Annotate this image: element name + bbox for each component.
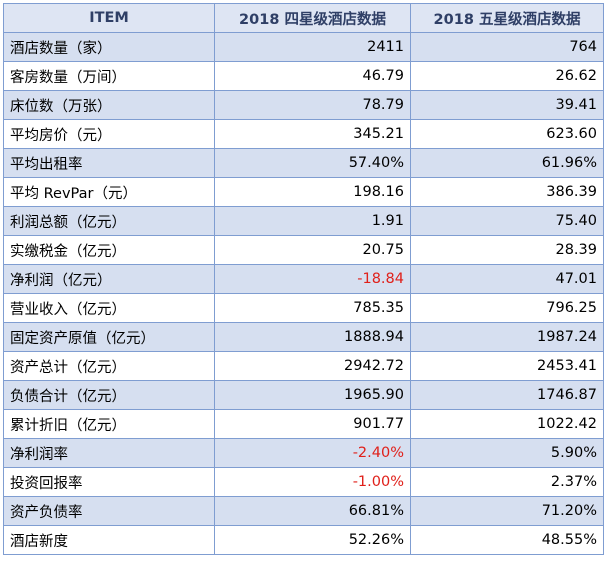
row-five-star-cell: 48.55% [410, 525, 604, 555]
table-row: 净利润（亿元） -18.84 47.01 [3, 264, 604, 294]
row-item-cell: 酒店数量（家） [3, 32, 215, 62]
header-five-star: 2018 五星级酒店数据 [410, 3, 604, 33]
row-four-star-cell: 20.75 [214, 235, 411, 265]
row-four-star-cell: 2942.72 [214, 351, 411, 381]
table-row: 客房数量（万间） 46.79 26.62 [3, 61, 604, 91]
table-row: 床位数（万张） 78.79 39.41 [3, 90, 604, 120]
table-row: 平均房价（元） 345.21 623.60 [3, 119, 604, 149]
row-item-cell: 平均 RevPar（元） [3, 177, 215, 207]
row-five-star-cell: 623.60 [410, 119, 604, 149]
row-five-star-cell: 386.39 [410, 177, 604, 207]
row-item-cell: 资产总计（亿元） [3, 351, 215, 381]
row-five-star-cell: 1987.24 [410, 322, 604, 352]
row-five-star-cell: 5.90% [410, 438, 604, 468]
table-row: 固定资产原值（亿元） 1888.94 1987.24 [3, 322, 604, 352]
row-item-cell: 负债合计（亿元） [3, 380, 215, 410]
row-item-cell: 酒店新度 [3, 525, 215, 555]
table-row: 实缴税金（亿元） 20.75 28.39 [3, 235, 604, 265]
row-four-star-cell: 2411 [214, 32, 411, 62]
row-item-cell: 平均房价（元） [3, 119, 215, 149]
row-item-cell: 累计折旧（亿元） [3, 409, 215, 439]
table-row: 平均出租率 57.40% 61.96% [3, 148, 604, 178]
row-four-star-cell: 1.91 [214, 206, 411, 236]
row-five-star-cell: 1022.42 [410, 409, 604, 439]
row-four-star-cell: 78.79 [214, 90, 411, 120]
row-five-star-cell: 796.25 [410, 293, 604, 323]
row-four-star-cell: 785.35 [214, 293, 411, 323]
row-five-star-cell: 71.20% [410, 496, 604, 526]
row-five-star-cell: 61.96% [410, 148, 604, 178]
table-row: 平均 RevPar（元） 198.16 386.39 [3, 177, 604, 207]
row-four-star-cell: -2.40% [214, 438, 411, 468]
table-row: 资产总计（亿元） 2942.72 2453.41 [3, 351, 604, 381]
table-row: 累计折旧（亿元） 901.77 1022.42 [3, 409, 604, 439]
header-four-star: 2018 四星级酒店数据 [214, 3, 411, 33]
table-row: 投资回报率 -1.00% 2.37% [3, 467, 604, 497]
table-row: 利润总额（亿元） 1.91 75.40 [3, 206, 604, 236]
row-five-star-cell: 2.37% [410, 467, 604, 497]
row-item-cell: 固定资产原值（亿元） [3, 322, 215, 352]
row-four-star-cell: 66.81% [214, 496, 411, 526]
row-four-star-cell: 57.40% [214, 148, 411, 178]
row-item-cell: 营业收入（亿元） [3, 293, 215, 323]
table-row: 净利润率 -2.40% 5.90% [3, 438, 604, 468]
row-five-star-cell: 2453.41 [410, 351, 604, 381]
table-row: 营业收入（亿元） 785.35 796.25 [3, 293, 604, 323]
table-row: 资产负债率 66.81% 71.20% [3, 496, 604, 526]
row-four-star-cell: 46.79 [214, 61, 411, 91]
row-item-cell: 净利润（亿元） [3, 264, 215, 294]
row-item-cell: 投资回报率 [3, 467, 215, 497]
row-five-star-cell: 764 [410, 32, 604, 62]
row-item-cell: 床位数（万张） [3, 90, 215, 120]
row-five-star-cell: 26.62 [410, 61, 604, 91]
row-five-star-cell: 75.40 [410, 206, 604, 236]
table-header-row: ITEM 2018 四星级酒店数据 2018 五星级酒店数据 [3, 3, 604, 33]
row-item-cell: 利润总额（亿元） [3, 206, 215, 236]
row-four-star-cell: 1888.94 [214, 322, 411, 352]
row-item-cell: 平均出租率 [3, 148, 215, 178]
row-five-star-cell: 1746.87 [410, 380, 604, 410]
header-item: ITEM [3, 3, 215, 33]
row-four-star-cell: 901.77 [214, 409, 411, 439]
row-five-star-cell: 39.41 [410, 90, 604, 120]
row-four-star-cell: -18.84 [214, 264, 411, 294]
hotel-data-table: ITEM 2018 四星级酒店数据 2018 五星级酒店数据 酒店数量（家） 24… [3, 3, 604, 555]
row-four-star-cell: 1965.90 [214, 380, 411, 410]
row-five-star-cell: 47.01 [410, 264, 604, 294]
row-item-cell: 客房数量（万间） [3, 61, 215, 91]
row-item-cell: 净利润率 [3, 438, 215, 468]
table-row: 负债合计（亿元） 1965.90 1746.87 [3, 380, 604, 410]
row-four-star-cell: -1.00% [214, 467, 411, 497]
table-row: 酒店新度 52.26% 48.55% [3, 525, 604, 555]
row-four-star-cell: 345.21 [214, 119, 411, 149]
table-body: 酒店数量（家） 2411 764 客房数量（万间） 46.79 26.62 床位数（万张） 7… [3, 32, 604, 555]
row-item-cell: 实缴税金（亿元） [3, 235, 215, 265]
table-row: 酒店数量（家） 2411 764 [3, 32, 604, 62]
row-item-cell: 资产负债率 [3, 496, 215, 526]
row-four-star-cell: 52.26% [214, 525, 411, 555]
row-five-star-cell: 28.39 [410, 235, 604, 265]
row-four-star-cell: 198.16 [214, 177, 411, 207]
